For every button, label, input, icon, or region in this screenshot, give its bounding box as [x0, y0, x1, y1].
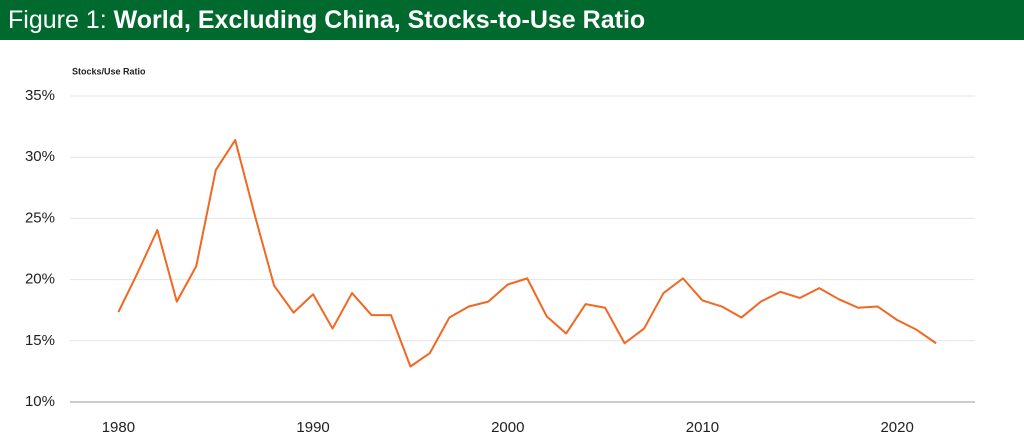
- y-tick-label: 25%: [25, 209, 55, 226]
- x-tick-label: 1990: [296, 419, 329, 436]
- y-tick-label: 20%: [25, 271, 55, 288]
- y-tick-label: 15%: [25, 332, 55, 349]
- y-axis-label: Stocks/Use Ratio: [72, 66, 146, 76]
- y-tick-label: 30%: [25, 148, 55, 165]
- x-tick-label: 2010: [686, 419, 719, 436]
- x-tick-label: 2020: [880, 419, 913, 436]
- title-main: World, Excluding China, Stocks-to-Use Ra…: [114, 6, 646, 34]
- y-tick-label: 10%: [25, 393, 55, 410]
- x-tick-label: 2000: [491, 419, 524, 436]
- y-tick-label: 35%: [25, 87, 55, 104]
- data-line: [117, 139, 937, 368]
- chart-title: Figure 1: World, Excluding China, Stocks…: [8, 6, 645, 34]
- x-tick-label: 1980: [102, 419, 135, 436]
- title-prefix: Figure 1:: [8, 6, 107, 34]
- header-bar: [0, 0, 1024, 40]
